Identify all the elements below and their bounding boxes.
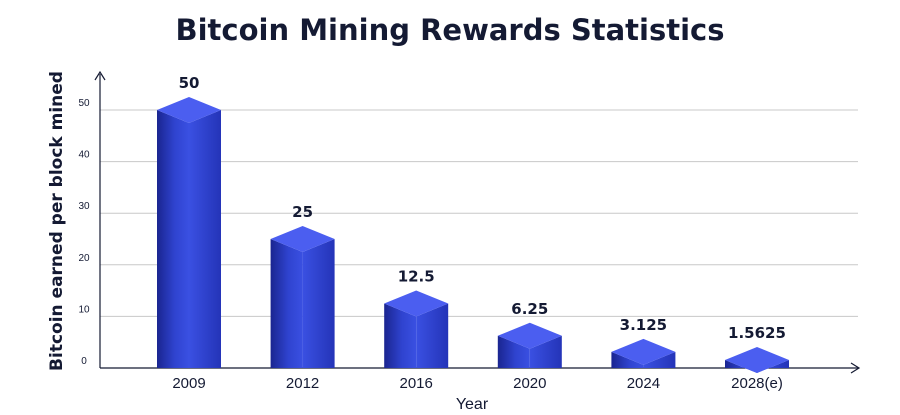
bar-top-face [384, 290, 449, 317]
bar-left-face [611, 351, 644, 368]
y-axis-ticks: 0 10 20 30 40 50 [78, 98, 90, 367]
bar-left-face [157, 110, 189, 368]
y-tick-label: 40 [78, 150, 90, 161]
x-axis-tick-labels: 2009 2012 2016 2020 2024 2028(e) [172, 375, 783, 392]
x-tick-label: 2009 [172, 375, 205, 392]
y-tick-label: 30 [78, 201, 90, 212]
bar-top-face [611, 338, 676, 365]
bar [270, 226, 335, 368]
bars [157, 97, 789, 373]
data-label: 6.25 [511, 300, 548, 318]
x-axis-arrow [850, 362, 861, 374]
bar-right-face [416, 303, 449, 368]
data-label: 3.125 [620, 316, 667, 334]
chart-title: Bitcoin Mining Rewards Statistics [175, 13, 724, 47]
data-label: 1.5625 [728, 324, 786, 342]
bar [384, 290, 449, 368]
x-axis-label: Year [456, 396, 489, 413]
bar-right-face [643, 351, 676, 368]
data-labels: 50 25 12.5 6.25 3.125 1.5625 [179, 74, 786, 342]
data-label: 12.5 [398, 268, 435, 286]
y-axis-label: Bitcoin earned per block mined [47, 71, 67, 371]
x-tick-label: 2012 [286, 375, 319, 392]
bar-top-face [497, 322, 562, 349]
y-tick-label: 10 [78, 304, 90, 315]
bar-top-face [270, 226, 335, 252]
bar-left-face [384, 303, 417, 368]
bar-right-face [302, 239, 335, 368]
bar [725, 346, 789, 373]
x-tick-label: 2016 [400, 375, 433, 392]
gridlines [100, 109, 858, 317]
bar-top-face [157, 97, 221, 123]
bar [157, 97, 221, 368]
y-tick-label: 0 [81, 356, 87, 367]
y-axis-arrow [94, 70, 106, 81]
bar-left-face [270, 239, 303, 368]
data-label: 25 [292, 203, 313, 221]
bar-left-face [497, 335, 530, 368]
bar-top-face [725, 346, 789, 373]
x-tick-label: 2020 [513, 375, 546, 392]
y-tick-label: 50 [78, 98, 90, 109]
bar [611, 338, 676, 368]
x-tick-label: 2028(e) [731, 375, 783, 392]
y-tick-label: 20 [78, 253, 90, 264]
data-label: 50 [179, 74, 200, 92]
bar [497, 322, 562, 368]
bar-right-face [189, 110, 221, 368]
bar-right-face [529, 335, 562, 368]
x-tick-label: 2024 [627, 375, 660, 392]
